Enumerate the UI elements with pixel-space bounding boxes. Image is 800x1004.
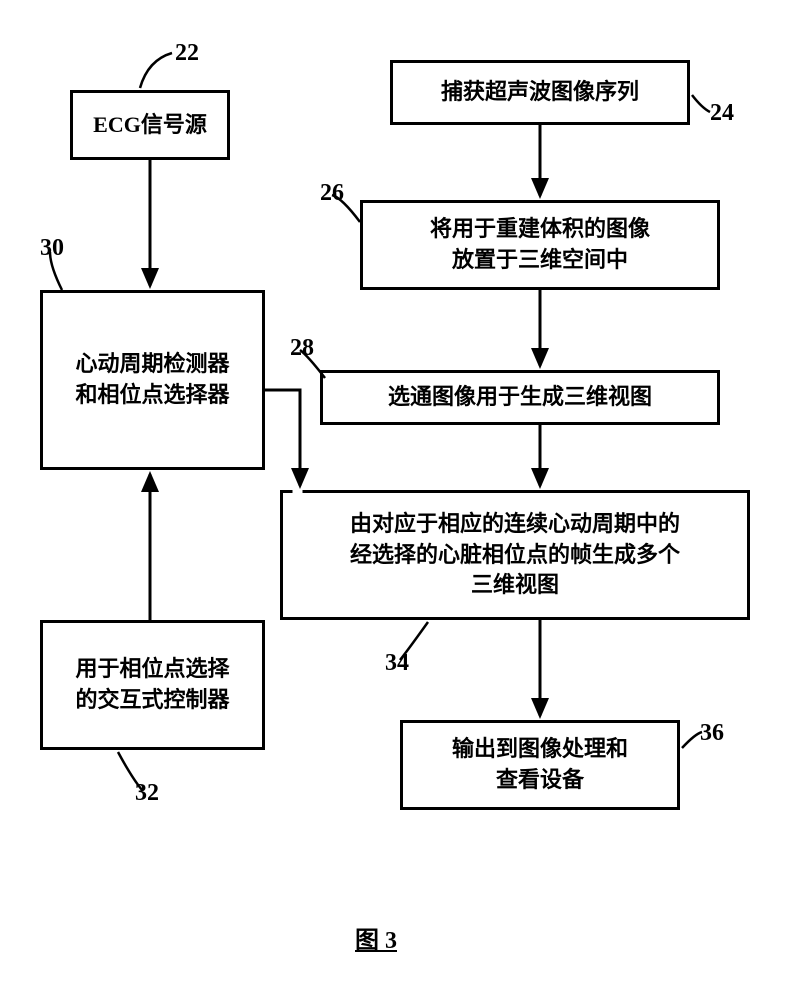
label-26: 26 <box>320 180 344 207</box>
generate-views-box: 由对应于相应的连续心动周期中的经选择的心脏相位点的帧生成多个三维视图 <box>280 490 750 620</box>
leader-24 <box>692 95 710 112</box>
label-28: 28 <box>290 335 314 362</box>
elbow-final <box>265 390 300 486</box>
output-text: 输出到图像处理和查看设备 <box>452 734 628 796</box>
interactive-ctrl-box: 用于相位点选择的交互式控制器 <box>40 620 265 750</box>
capture-text: 捕获超声波图像序列 <box>441 77 639 108</box>
gate-image-box: 选通图像用于生成三维视图 <box>320 370 720 425</box>
capture-sequence-box: 捕获超声波图像序列 <box>390 60 690 125</box>
gate-text: 选通图像用于生成三维视图 <box>388 382 652 413</box>
detector-text: 心动周期检测器和相位点选择器 <box>75 349 229 411</box>
ecg-text: ECG信号源 <box>93 110 207 141</box>
ecg-source-box: ECG信号源 <box>70 90 230 160</box>
interact-text: 用于相位点选择的交互式控制器 <box>75 654 229 716</box>
output-box: 输出到图像处理和查看设备 <box>400 720 680 810</box>
cycle-detector-box: 心动周期检测器和相位点选择器 <box>40 290 265 470</box>
figure-caption: 图 3 <box>355 920 397 955</box>
label-36: 36 <box>700 720 724 747</box>
label-30: 30 <box>40 235 64 262</box>
leader-36 <box>682 732 702 748</box>
leader-22 <box>140 53 172 88</box>
label-32: 32 <box>135 780 159 807</box>
label-34: 34 <box>385 650 409 677</box>
label-24: 24 <box>710 100 734 127</box>
generate-text: 由对应于相应的连续心动周期中的经选择的心脏相位点的帧生成多个三维视图 <box>350 509 680 601</box>
place-text: 将用于重建体积的图像放置于三维空间中 <box>430 214 650 276</box>
place-3d-box: 将用于重建体积的图像放置于三维空间中 <box>360 200 720 290</box>
label-22: 22 <box>175 40 199 67</box>
